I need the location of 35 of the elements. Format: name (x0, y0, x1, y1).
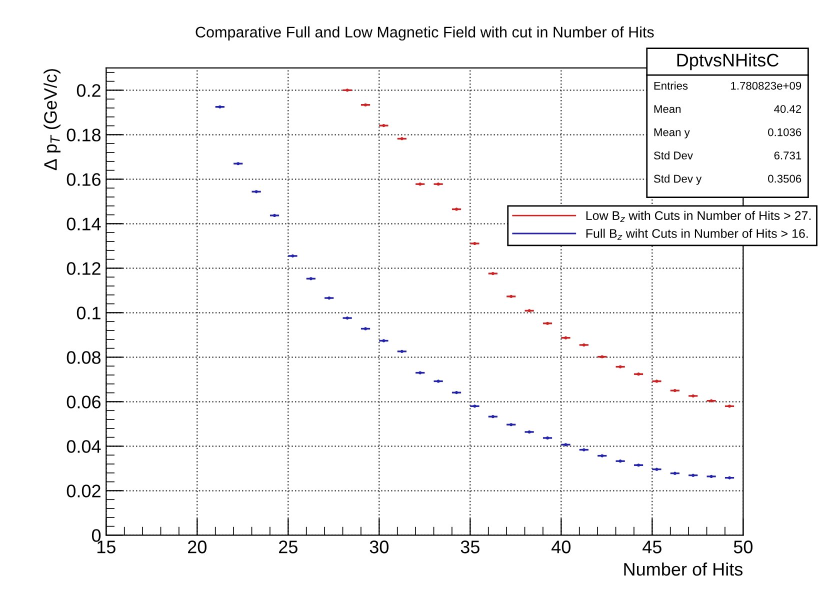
text: 6.731 (774, 152, 802, 160)
annotation: 1.780823e+09 (731, 82, 802, 90)
x-tick-label: 35 (460, 540, 480, 554)
y-tick-label: 0.02 (66, 484, 100, 498)
x-tick-label: 50 (734, 540, 753, 554)
x-tick-label: 45 (642, 540, 662, 554)
annotation: Std Dev y (654, 174, 702, 185)
chart-title: Comparative Full and Low Magnetic Field with cut in Number of Hits (196, 26, 654, 41)
x-tick-label: 25 (279, 540, 298, 554)
y-tick-label: 0.14 (66, 218, 101, 230)
x-tick-label: 20 (188, 540, 207, 554)
x-tick-label: 15 (98, 540, 116, 554)
x-axis-title: Number of Hits (624, 562, 743, 576)
y-tick-label: 0.06 (66, 396, 101, 408)
y-tick-label: 0 (92, 529, 101, 542)
y-tick-label: 0.12 (66, 262, 100, 275)
y-tick-label: 0.04 (66, 440, 101, 453)
y-axis-title: Δ p$_{T}$ (GeV/c) (44, 69, 60, 170)
annotation: Mean (654, 105, 681, 113)
legend-label: Low B$_{z}$ with Cuts in Number of Hits > 27. (586, 210, 811, 222)
text: 40.42 (774, 105, 802, 113)
text: 0.1036 (768, 128, 802, 136)
annotation: Entries (654, 82, 688, 90)
y-tick-label: 0.08 (66, 351, 101, 364)
annotation: Mean y (654, 128, 690, 138)
y-tick-label: 0.2 (76, 84, 100, 97)
y-tick-label: 0.1 (76, 306, 100, 320)
annotation: Std Dev (654, 151, 693, 160)
legend-label: Full B$_{z}$ wiht Cuts in Number of Hits > 16. (586, 228, 808, 240)
x-tick-label: 40 (552, 540, 571, 554)
x-tick-label: 30 (370, 540, 389, 554)
text: 0.3506 (768, 174, 802, 183)
y-tick-label: 0.18 (66, 128, 101, 142)
y-tick-label: 0.16 (66, 173, 101, 186)
annotation: DptvsNHitsC (677, 53, 779, 70)
